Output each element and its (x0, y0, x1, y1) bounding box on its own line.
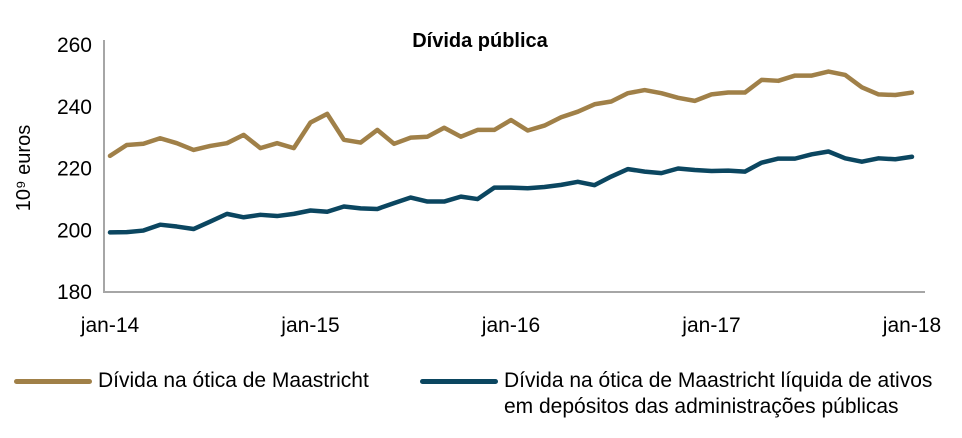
legend-item-net-of-deposits: Dívida na ótica de Maastricht líquida de… (420, 368, 944, 420)
x-tick-label: jan-16 (481, 314, 540, 337)
x-tick-label: jan-15 (280, 314, 339, 337)
chart-title: Dívida pública (412, 30, 548, 52)
y-tick-label: 180 (57, 281, 92, 304)
legend-swatch (14, 379, 92, 384)
y-tick-label: 260 (57, 34, 92, 57)
y-tick-label: 200 (57, 219, 92, 242)
x-tick-label: jan-17 (681, 314, 740, 337)
legend-label: Dívida na ótica de Maastricht (98, 369, 369, 392)
legend-swatch (420, 379, 498, 384)
y-tick-label: 240 (57, 96, 92, 119)
y-tick-label: 220 (57, 158, 92, 181)
x-tick-label: jan-14 (80, 314, 140, 337)
y-axis-label: 10⁹ euros (13, 125, 35, 211)
legend-item-maastricht: Dívida na ótica de Maastricht (14, 368, 369, 394)
legend-label: Dívida na ótica de Maastricht líquida de… (504, 369, 933, 418)
x-tick-label: jan-18 (882, 314, 941, 337)
series-line-1 (107, 149, 915, 235)
series-line-0 (107, 69, 915, 159)
